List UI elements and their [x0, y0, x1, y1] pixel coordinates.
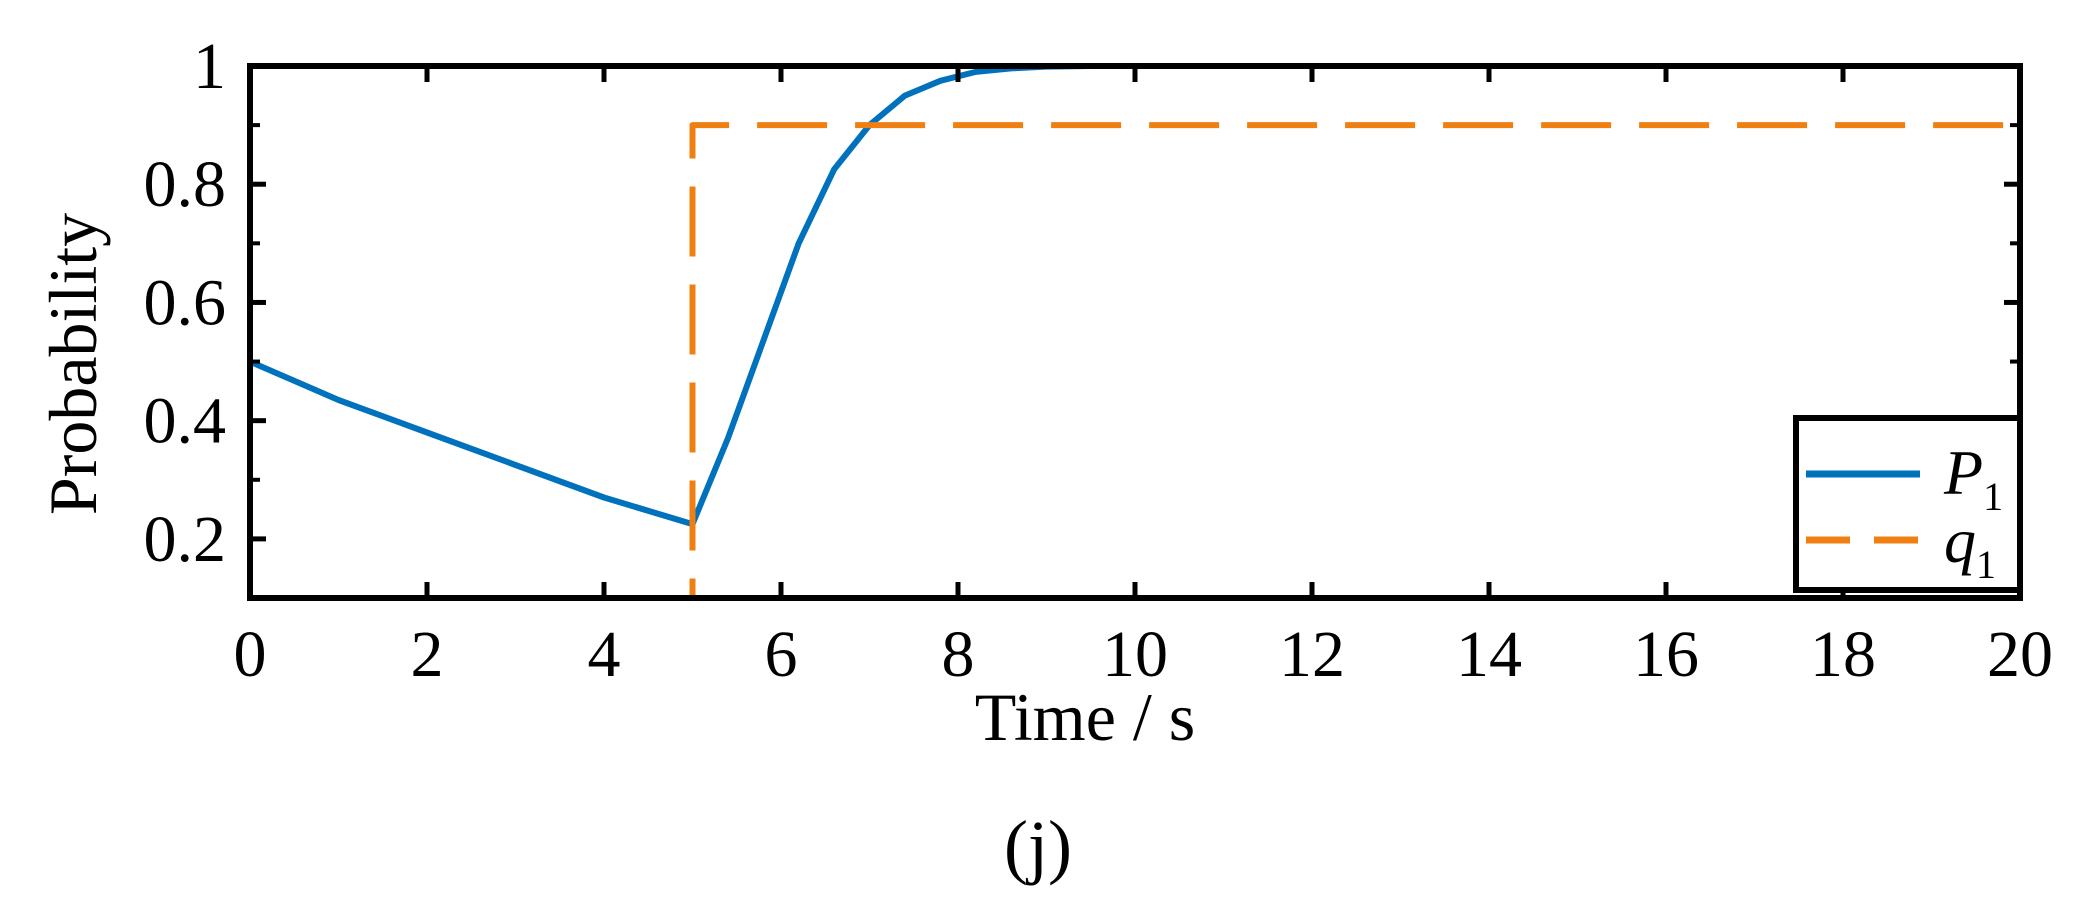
y-tick-label-0.8: 0.8	[144, 148, 227, 221]
plot-area	[250, 63, 2020, 598]
legend-label-p1: P1	[1943, 437, 2003, 519]
x-tick-label-18: 18	[1810, 618, 1876, 691]
x-tick-label-14: 14	[1456, 618, 1522, 691]
y-tick-label-0.4: 0.4	[144, 385, 227, 458]
axes: 0 2 4 6 8 10 12 14 16 18 20 0.2 0.4 0.6 0.8 1	[144, 30, 2054, 691]
y-tick-label-0.2: 0.2	[144, 503, 227, 576]
y-tick-label-1: 1	[193, 30, 226, 103]
legend-label-p1-sub: 1	[1983, 474, 2003, 519]
x-tick-label-0: 0	[234, 618, 267, 691]
legend-label-q1: q1	[1944, 505, 1996, 587]
series-line-q1	[250, 122, 2020, 598]
x-tick-label-4: 4	[588, 618, 621, 691]
figure-caption: (j)	[1004, 806, 1072, 886]
x-axis-title: Time / s	[975, 679, 1195, 755]
y-tick-label-0.6: 0.6	[144, 266, 227, 339]
x-tick-label-2: 2	[411, 618, 444, 691]
x-tick-label-16: 16	[1633, 618, 1699, 691]
legend-label-p1-main: P	[1943, 437, 1983, 508]
legend: P1 q1	[1793, 415, 2023, 593]
x-tick-label-6: 6	[765, 618, 798, 691]
x-tick-label-20: 20	[1987, 618, 2053, 691]
series-line-p1	[250, 63, 2020, 528]
y-axis-title: Probability	[35, 213, 111, 515]
legend-label-q1-sub: 1	[1976, 542, 1996, 587]
legend-label-q1-main: q	[1944, 505, 1976, 576]
x-tick-label-12: 12	[1279, 618, 1345, 691]
axes-frame	[247, 63, 2023, 601]
x-tick-label-8: 8	[942, 618, 975, 691]
legend-box	[1793, 415, 2023, 593]
x-tick-label-10: 10	[1102, 618, 1168, 691]
